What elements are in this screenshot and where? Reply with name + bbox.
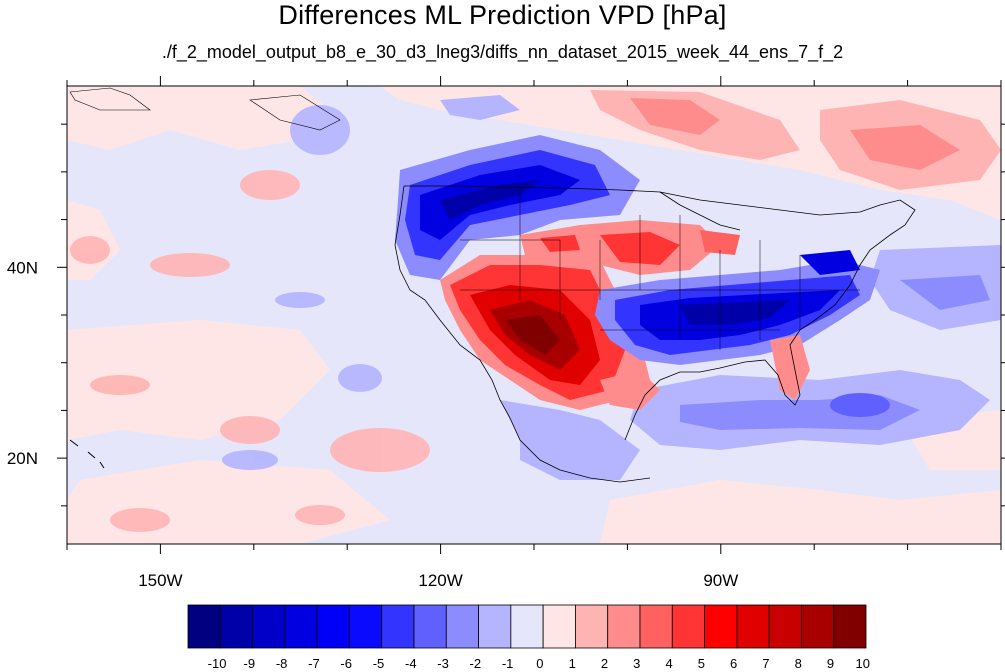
- colorbar-swatch: [413, 604, 447, 649]
- colorbar-swatch: [187, 604, 221, 649]
- northwest-blue-region: [395, 135, 640, 280]
- colorbar-label: -6: [340, 656, 352, 671]
- colorbar-swatch: [445, 604, 479, 649]
- colorbar-swatch: [704, 604, 738, 649]
- colorbar-swatch: [736, 604, 770, 649]
- colorbar-label: -3: [437, 656, 449, 671]
- axis-ticks: [57, 76, 1005, 554]
- lon-tick-label: 90W: [703, 571, 738, 590]
- colorbar-swatch: [381, 604, 415, 649]
- coastlines: [69, 87, 916, 483]
- hawaii-islands: [69, 439, 105, 469]
- colorbar-label: 3: [633, 656, 640, 671]
- colorbar-swatch: [284, 604, 318, 649]
- colorbar-label: 8: [795, 656, 802, 671]
- axis-labels: 150W 120W 90W 40N 20N: [7, 258, 738, 590]
- lat-tick-label: 20N: [7, 449, 38, 468]
- colorbar-swatch: [671, 604, 705, 649]
- colorbar-label: 9: [827, 656, 834, 671]
- colorbar-label: -9: [244, 656, 256, 671]
- colorbar-swatch: [219, 604, 253, 649]
- colorbar-label: 7: [762, 656, 769, 671]
- colorbar-label: 1: [569, 656, 576, 671]
- colorbar-swatch: [639, 604, 673, 649]
- colorbar-swatch: [478, 604, 512, 649]
- colorbar-label: 10: [856, 656, 870, 671]
- colorbar-label: 5: [698, 656, 705, 671]
- colorbar-swatch: [575, 604, 609, 649]
- colorbar-swatch: [510, 604, 544, 649]
- colorbar-label: 6: [730, 656, 737, 671]
- great-lakes-border: [659, 191, 741, 231]
- lat-tick-label: 40N: [7, 258, 38, 277]
- colorbar-label: -8: [276, 656, 288, 671]
- mexico-region: [500, 335, 810, 470]
- colorbar-label: -1: [502, 656, 514, 671]
- colorbar-swatch: [833, 604, 867, 649]
- colorbar-swatch: [349, 604, 383, 649]
- east-coastline: [404, 185, 916, 441]
- ocean-pink-spots: [70, 170, 430, 532]
- chart-title: Differences ML Prediction VPD [hPa]: [278, 0, 727, 30]
- colorbar: -10 -9 -8 -7 -6 -5 -4 -3 -2 -1 0 1 2 3 4 5 6 7 8 9 10: [187, 604, 870, 671]
- lon-tick-label: 120W: [418, 571, 462, 590]
- southwest-red-region: [440, 255, 650, 410]
- lon-tick-label: 150W: [138, 571, 182, 590]
- west-coastline: [394, 185, 651, 483]
- map-panel: [67, 86, 1001, 544]
- colorbar-swatch: [316, 604, 350, 649]
- colorbar-swatch: [252, 604, 286, 649]
- colorbar-label: -7: [308, 656, 320, 671]
- state-borders: [460, 188, 860, 350]
- alaska-coast: [69, 87, 341, 131]
- chart-subtitle: ./f_2_model_output_b8_e_30_d3_lneg3/diff…: [161, 42, 844, 62]
- colorbar-swatch: [801, 604, 835, 649]
- colorbar-swatch: [768, 604, 802, 649]
- colorbar-label: 0: [536, 656, 543, 671]
- colorbar-label: -4: [405, 656, 417, 671]
- southeast-blue-region: [595, 250, 880, 365]
- colorbar-swatch: [607, 604, 641, 649]
- colorbar-label: -10: [208, 656, 227, 671]
- colorbar-label: 2: [601, 656, 608, 671]
- colorbar-label: -5: [373, 656, 385, 671]
- colorbar-label: -2: [470, 656, 482, 671]
- colorbar-swatch: [542, 604, 576, 649]
- canada-red-band: [380, 86, 1001, 220]
- colorbar-label: 4: [665, 656, 672, 671]
